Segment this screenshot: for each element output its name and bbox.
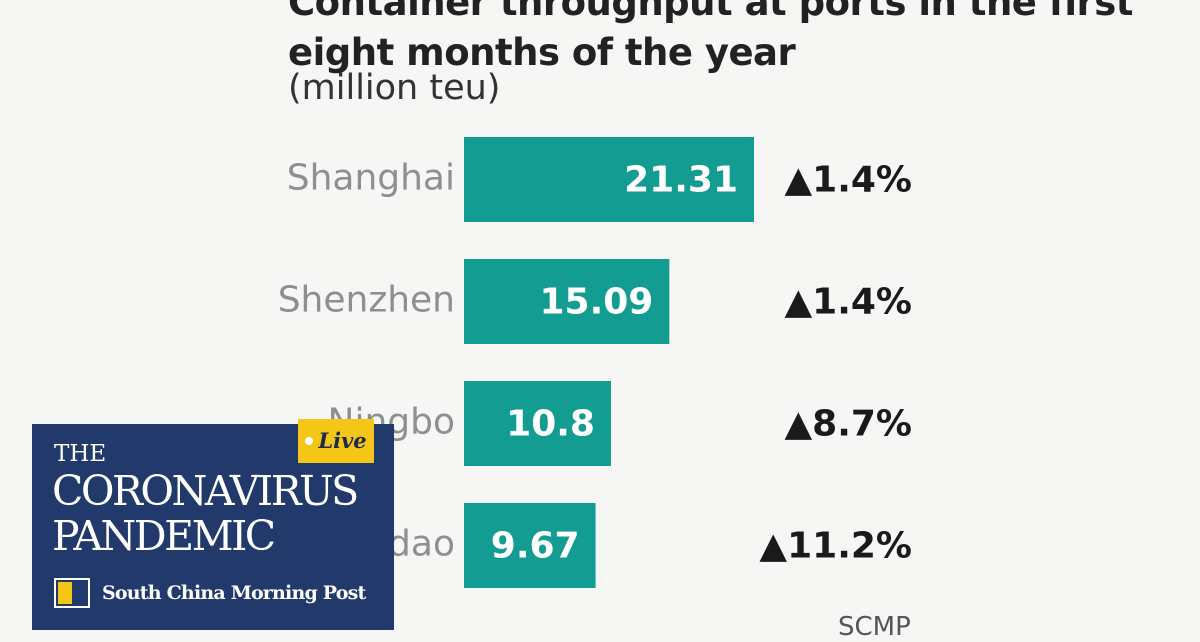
bar-shenzhen — [464, 259, 670, 344]
change-label-ningbo: ▲8.7% — [784, 404, 912, 445]
category-label-shenzhen: Shenzhen — [278, 280, 455, 321]
change-label-shenzhen: ▲1.4% — [784, 282, 912, 323]
value-label-shenzhen: 15.09 — [539, 282, 653, 323]
badge-title: CORONAVIRUS PANDEMIC — [52, 467, 359, 560]
bar-ningbo — [464, 381, 611, 466]
category-label-shanghai: Shanghai — [287, 158, 455, 199]
badge-overline: THE — [54, 441, 107, 467]
live-dot-icon — [305, 437, 314, 445]
bar-qingdao — [464, 503, 596, 588]
source-credit: SCMP — [838, 612, 911, 642]
scmp-logo-icon — [54, 578, 90, 608]
badge-brand-name: South China Morning Post — [102, 582, 366, 604]
value-label-ningbo: 10.8 — [506, 404, 595, 445]
change-label-shanghai: ▲1.4% — [784, 160, 912, 201]
change-label-qingdao: ▲11.2% — [759, 526, 912, 567]
live-label: Live — [318, 428, 367, 453]
unit-label: (million teu) — [288, 68, 501, 108]
value-label-shanghai: 21.31 — [624, 160, 738, 201]
live-tag[interactable]: Live — [298, 419, 374, 463]
bar-shanghai — [464, 137, 754, 222]
value-label-qingdao: 9.67 — [491, 526, 580, 567]
chart-title: Container throughput at ports in the fir… — [288, 0, 1134, 74]
